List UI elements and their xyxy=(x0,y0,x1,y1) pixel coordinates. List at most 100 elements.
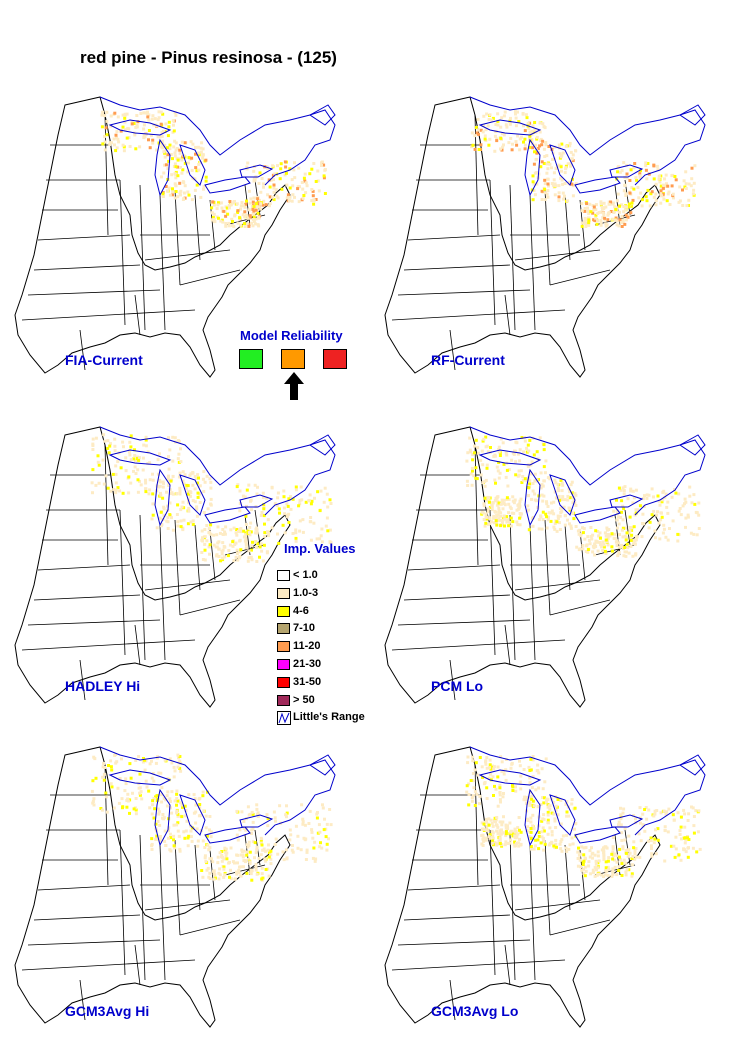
importance-cell xyxy=(470,466,474,470)
importance-cell xyxy=(623,183,627,187)
importance-cell xyxy=(629,538,633,542)
importance-cell xyxy=(656,838,660,842)
importance-cell xyxy=(186,844,190,848)
importance-cell xyxy=(541,510,545,514)
importance-cell xyxy=(548,842,552,845)
importance-cell xyxy=(125,136,129,140)
importance-cell xyxy=(175,147,179,150)
importance-cell xyxy=(211,215,215,219)
importance-cell xyxy=(206,866,210,870)
importance-cell xyxy=(594,545,598,548)
importance-cell xyxy=(507,524,511,528)
importance-cell xyxy=(248,201,252,205)
importance-cell xyxy=(280,187,284,191)
importance-cell xyxy=(163,130,167,133)
importance-cell xyxy=(630,526,634,530)
importance-cell xyxy=(158,452,161,456)
importance-cell xyxy=(485,820,488,824)
importance-cell xyxy=(691,806,695,810)
importance-cell xyxy=(611,870,615,874)
importance-cell xyxy=(160,793,164,797)
importance-cell xyxy=(180,505,184,509)
importance-cell xyxy=(612,211,616,214)
importance-cell xyxy=(309,502,313,506)
importance-cell xyxy=(254,540,257,544)
importance-cell xyxy=(165,804,169,808)
importance-cell xyxy=(638,504,642,508)
importance-cell xyxy=(158,478,162,482)
importance-cell xyxy=(300,181,304,184)
importance-cell xyxy=(618,545,622,549)
importance-cell xyxy=(255,848,259,852)
importance-cell xyxy=(104,474,108,478)
importance-cell xyxy=(691,192,695,196)
importance-cell xyxy=(531,180,535,184)
importance-cell xyxy=(250,204,254,208)
importance-cell xyxy=(676,539,680,543)
importance-cell xyxy=(328,498,332,502)
importance-cell xyxy=(201,790,205,794)
importance-cell xyxy=(182,482,186,486)
importance-cell xyxy=(291,184,295,188)
importance-cell xyxy=(134,797,138,800)
importance-cell xyxy=(621,218,625,222)
importance-cell xyxy=(210,218,214,222)
importance-cell xyxy=(616,192,620,196)
importance-cell xyxy=(655,513,659,517)
importance-cell xyxy=(482,822,486,826)
importance-cell xyxy=(659,189,663,193)
importance-cell xyxy=(611,847,615,851)
importance-cell xyxy=(571,491,575,495)
importance-cell xyxy=(485,756,489,760)
importance-cell xyxy=(177,452,181,456)
importance-cell xyxy=(645,817,649,821)
importance-cell xyxy=(483,137,487,141)
importance-cell xyxy=(546,818,550,822)
importance-cell xyxy=(308,809,312,813)
importance-cell xyxy=(530,497,533,501)
importance-cell xyxy=(176,503,180,507)
importance-cell xyxy=(624,538,628,542)
importance-cell xyxy=(663,177,666,181)
importance-cell xyxy=(273,172,277,176)
importance-cell xyxy=(492,514,496,518)
importance-cell xyxy=(501,499,504,503)
importance-cell xyxy=(546,177,550,181)
importance-cell xyxy=(194,145,197,149)
state-line xyxy=(594,864,636,876)
importance-cell xyxy=(538,436,542,440)
importance-cell xyxy=(610,874,614,878)
importance-cell xyxy=(111,472,115,476)
importance-cell xyxy=(620,510,623,514)
importance-cell xyxy=(490,841,494,845)
state-line xyxy=(33,264,141,271)
importance-cell xyxy=(296,834,300,838)
importance-cell xyxy=(259,207,263,211)
importance-cell xyxy=(216,541,220,545)
importance-cell xyxy=(625,550,628,554)
importance-cell xyxy=(688,485,692,489)
importance-cell xyxy=(541,499,545,503)
range-boundary xyxy=(574,506,621,524)
importance-cell xyxy=(542,443,546,447)
importance-cell xyxy=(109,442,112,446)
importance-cell xyxy=(161,496,165,500)
importance-cell xyxy=(482,836,486,840)
importance-cell xyxy=(539,137,543,141)
importance-cell xyxy=(498,793,502,797)
importance-cell xyxy=(255,492,259,496)
importance-cell xyxy=(676,811,680,815)
importance-cell xyxy=(245,504,248,508)
importance-cell xyxy=(255,845,259,849)
importance-cell xyxy=(104,795,108,799)
importance-cell xyxy=(208,530,211,534)
importance-cell xyxy=(147,118,151,122)
importance-cell xyxy=(254,546,258,549)
importance-cell xyxy=(251,207,255,211)
importance-cell xyxy=(160,523,164,527)
state-line xyxy=(159,194,166,331)
importance-cell xyxy=(654,182,658,186)
importance-cell xyxy=(484,760,487,764)
importance-cell xyxy=(173,154,177,158)
importance-cell xyxy=(116,786,120,790)
